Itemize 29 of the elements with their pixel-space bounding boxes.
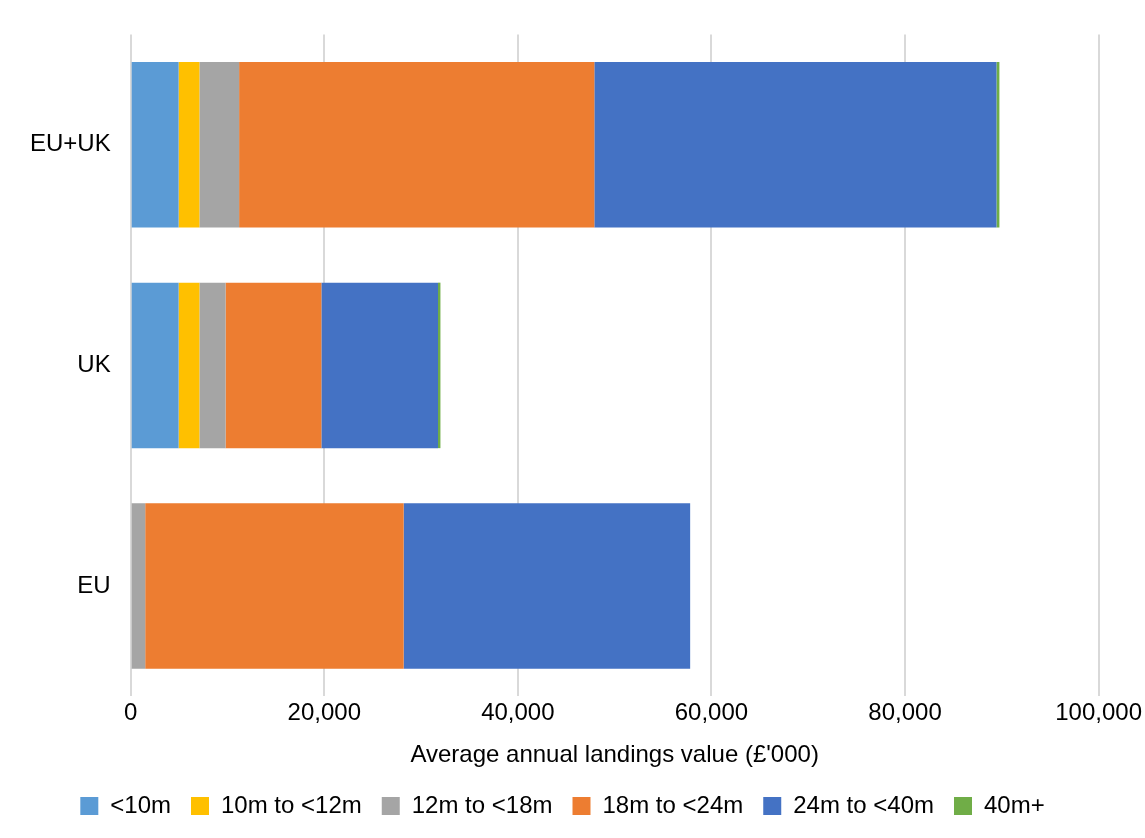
y-tick-label: UK [77,350,111,378]
bar [131,282,179,449]
legend-label: 10m to <12m [221,790,362,818]
legend-label: 24m to <40m [793,790,934,818]
bar [403,503,691,669]
bar [131,61,179,228]
bar [178,61,200,228]
bar [145,503,404,669]
y-tick-label: EU+UK [29,129,111,157]
y-tick-label: EU [77,570,111,598]
legend-label: 12m to <18m [411,790,553,818]
bar [321,282,439,449]
x-tick-label: 60,000 [674,698,749,726]
bar [131,503,146,669]
x-tick-label: 100,000 [1055,698,1143,726]
bar [178,282,200,449]
legend-label: 18m to <24m [602,790,744,818]
x-tick-label: 0 [124,698,138,726]
bar [225,282,322,449]
bar [199,61,240,228]
legend-label: 40m+ [983,790,1045,818]
legend-label: <10m [110,790,172,818]
x-axis-title: Average annual landings value (£'000) [410,740,819,768]
x-tick-label: 40,000 [481,698,555,726]
bar [199,282,226,449]
x-tick-label: 80,000 [868,698,942,726]
bar [239,61,595,228]
bar [594,61,997,228]
x-tick-label: 20,000 [287,698,361,726]
